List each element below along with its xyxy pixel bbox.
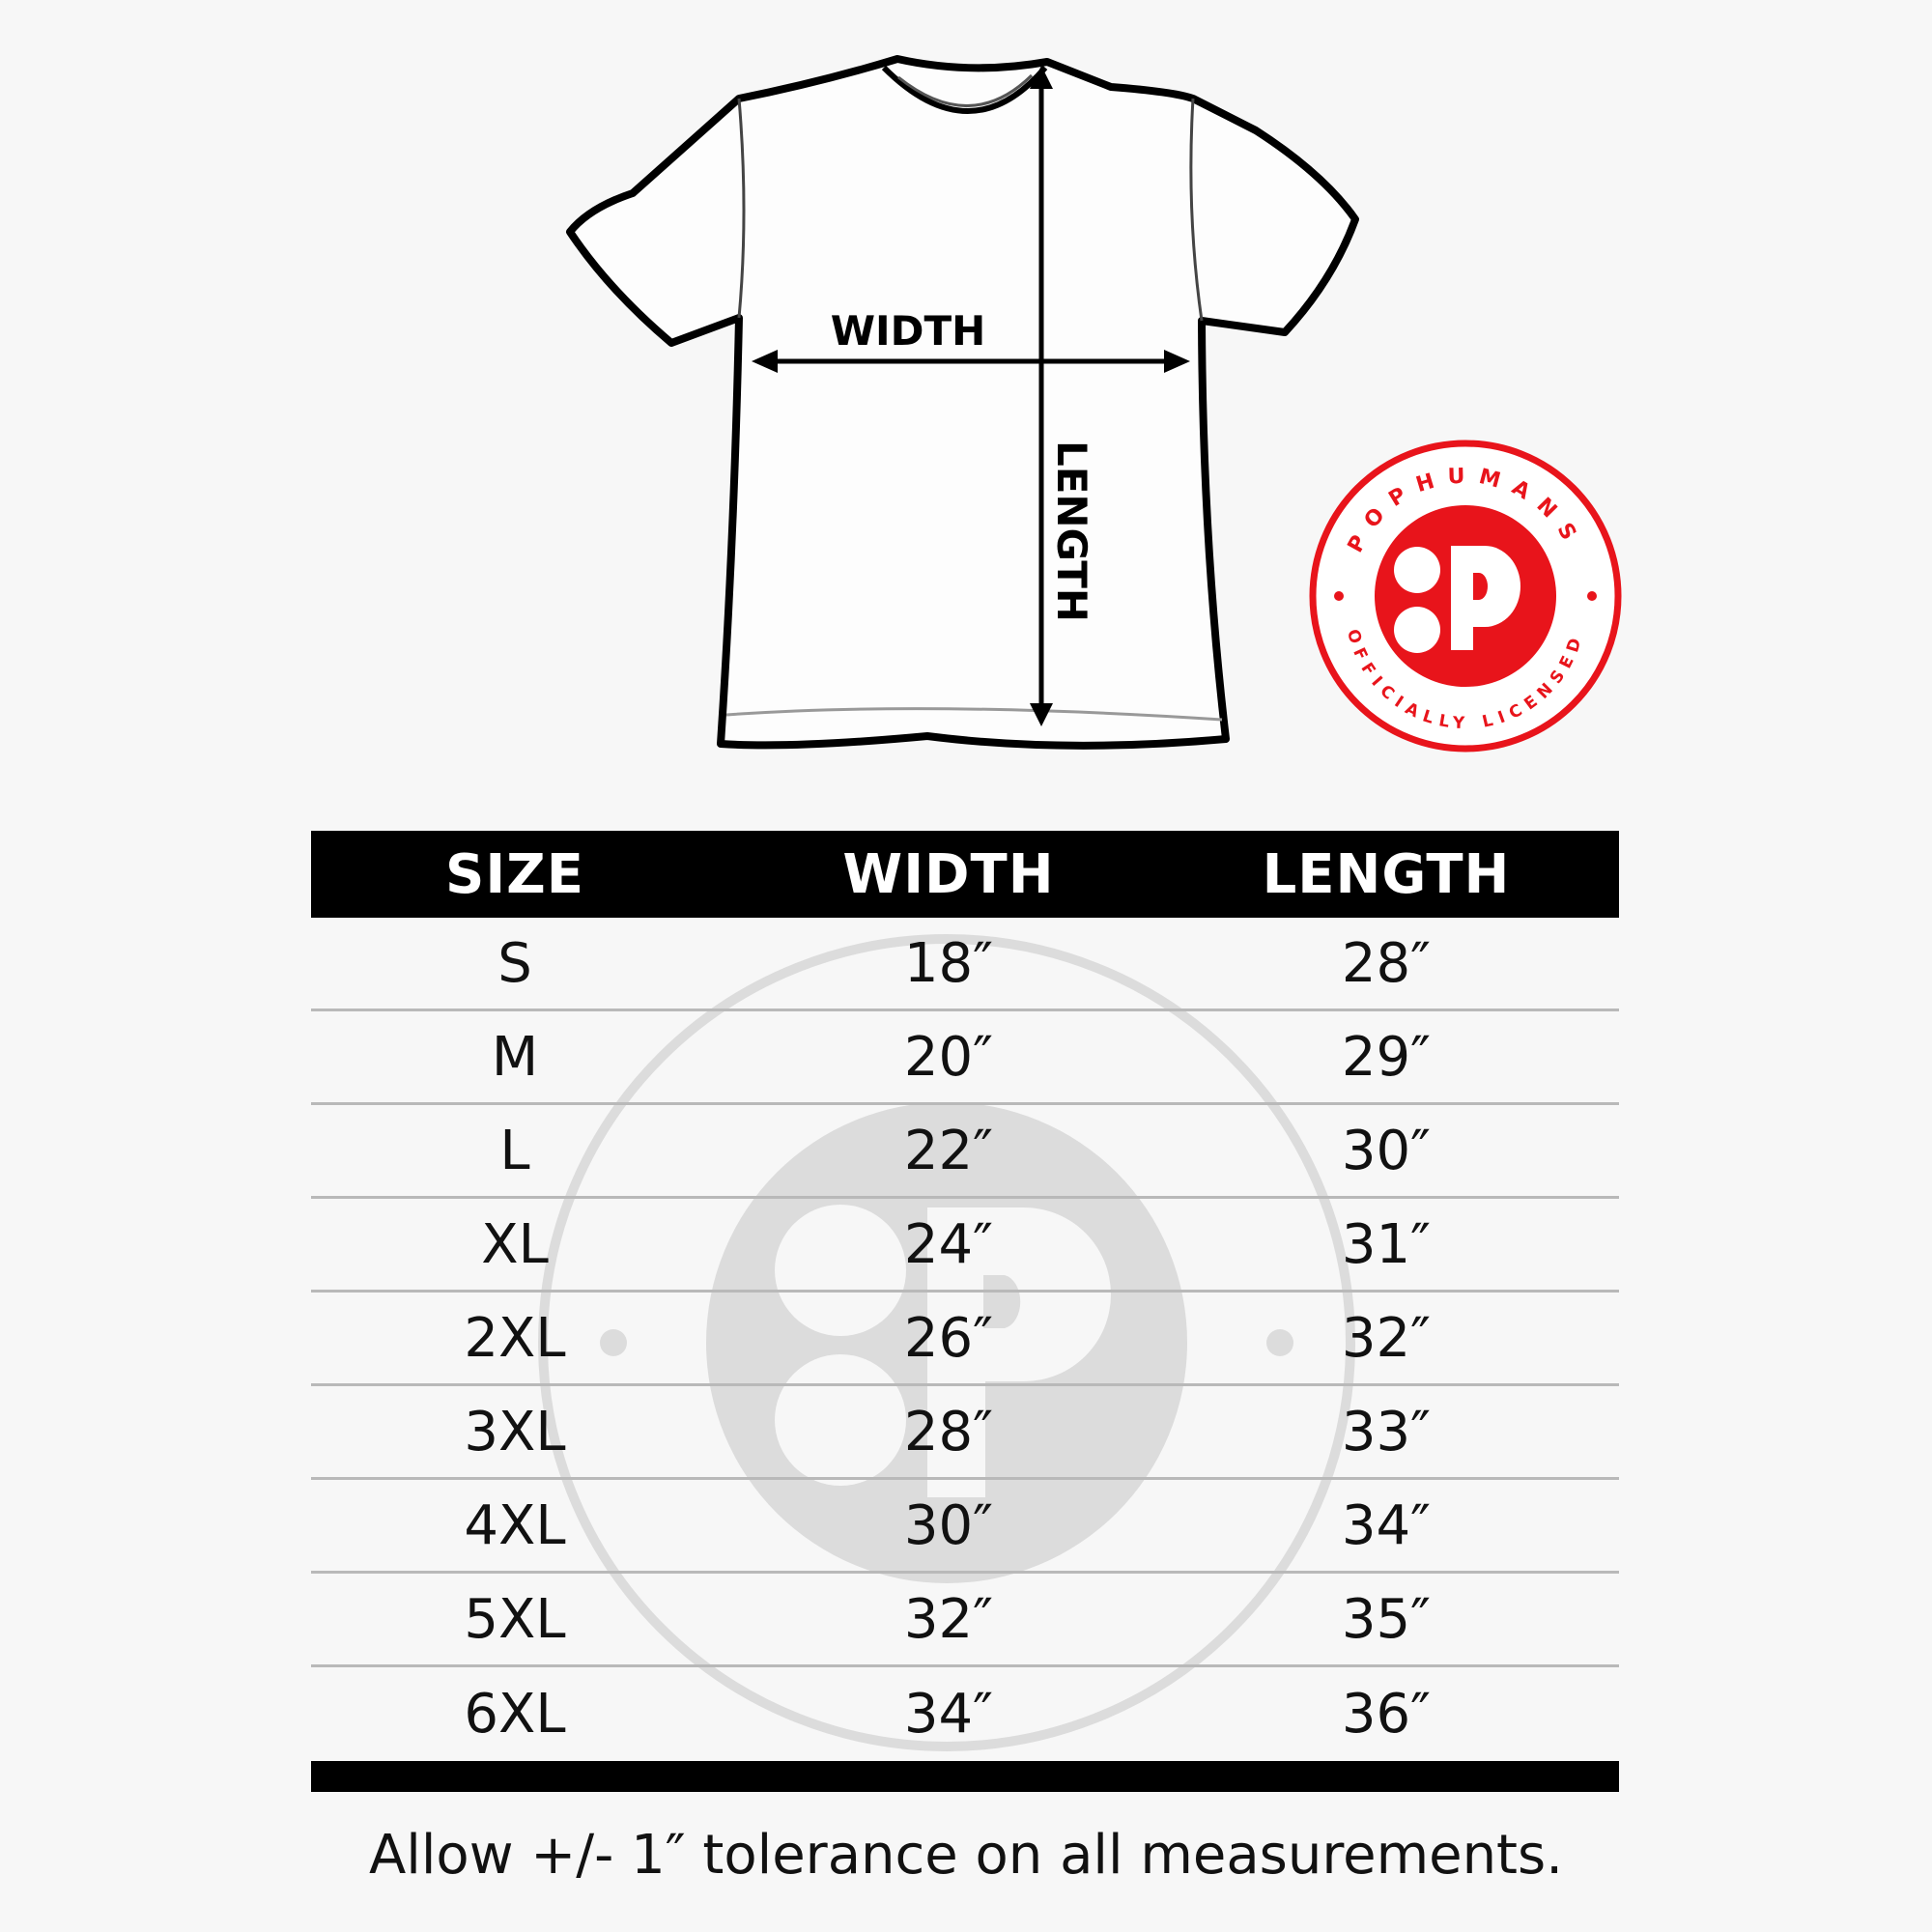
width-cell: 28″: [903, 1400, 994, 1463]
table-row: 2XL 26″ 32″: [311, 1293, 1619, 1386]
size-cell: M: [491, 1025, 539, 1089]
length-cell: 33″: [1341, 1400, 1432, 1463]
size-cell: 3XL: [464, 1400, 566, 1463]
size-cell: 5XL: [464, 1587, 566, 1651]
watermark-logo: [538, 934, 1355, 1751]
length-cell: 36″: [1341, 1683, 1432, 1746]
length-cell: 31″: [1341, 1212, 1432, 1276]
width-cell: 22″: [903, 1119, 994, 1182]
length-cell: 35″: [1341, 1587, 1432, 1651]
length-cell: 28″: [1341, 931, 1432, 995]
size-cell: 2XL: [464, 1306, 566, 1370]
width-cell: 18″: [903, 931, 994, 995]
table-header: SIZE WIDTH LENGTH: [311, 831, 1619, 918]
length-cell: 34″: [1341, 1493, 1432, 1557]
size-cell: 4XL: [464, 1493, 566, 1557]
table-row: 5XL 32″ 35″: [311, 1574, 1619, 1667]
header-size: SIZE: [444, 842, 585, 906]
table-row: 4XL 30″ 34″: [311, 1480, 1619, 1574]
width-cell: 30″: [903, 1493, 994, 1557]
table-bottom-bar: [311, 1761, 1619, 1792]
size-cell: S: [497, 931, 532, 995]
width-cell: 34″: [903, 1683, 994, 1746]
width-cell: 20″: [903, 1025, 994, 1089]
officially-licensed-badge: POPHUMANS OFFICIALLY LICENSED: [1309, 440, 1622, 753]
table-row: XL 24″ 31″: [311, 1199, 1619, 1293]
size-cell: L: [499, 1119, 530, 1182]
length-cell: 32″: [1341, 1306, 1432, 1370]
tshirt-outline: [566, 55, 1359, 750]
length-label: LENGTH: [1048, 440, 1095, 622]
table-body: S 18″ 28″ M 20″ 29″ L 22″ 30″ XL 24″ 31″ 2XL 26″ 32″ 3X…: [311, 918, 1619, 1761]
width-cell: 32″: [903, 1587, 994, 1651]
width-cell: 24″: [903, 1212, 994, 1276]
table-row: 3XL 28″ 33″: [311, 1386, 1619, 1480]
size-cell: XL: [481, 1212, 549, 1276]
header-length: LENGTH: [1262, 842, 1511, 906]
length-cell: 29″: [1341, 1025, 1432, 1089]
tolerance-note: Allow +/- 1″ tolerance on all measuremen…: [369, 1824, 1563, 1887]
size-chart-table: SIZE WIDTH LENGTH S 18″ 28″ M 20″ 29″ L 22″ 30″ X…: [311, 831, 1619, 1792]
width-label: WIDTH: [831, 307, 986, 355]
table-row: 6XL 34″ 36″: [311, 1667, 1619, 1761]
length-cell: 30″: [1341, 1119, 1432, 1182]
width-cell: 26″: [903, 1306, 994, 1370]
table-row: S 18″ 28″: [311, 918, 1619, 1011]
tshirt-diagram: WIDTH LENGTH: [566, 55, 1359, 750]
table-row: L 22″ 30″: [311, 1105, 1619, 1199]
table-row: M 20″ 29″: [311, 1011, 1619, 1105]
header-width: WIDTH: [842, 842, 1055, 906]
size-cell: 6XL: [464, 1683, 566, 1746]
